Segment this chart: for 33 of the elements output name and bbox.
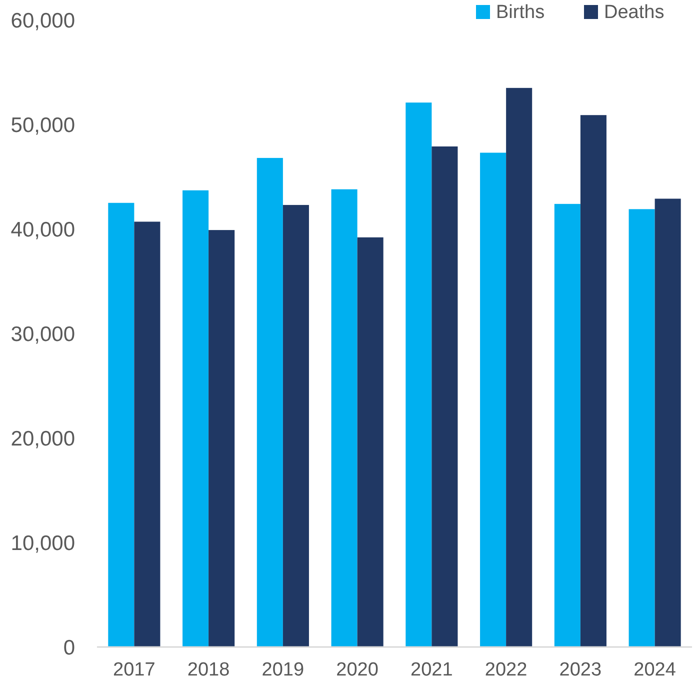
y-tick-label: 20,000 [10,427,75,450]
x-tick-label: 2020 [336,660,378,681]
y-tick-label: 50,000 [10,114,75,137]
bar [432,146,458,647]
bar [357,237,384,647]
y-tick-label: 10,000 [10,532,75,555]
y-tick-label: 40,000 [10,218,75,242]
bar [108,202,134,647]
bar [282,204,309,647]
bar [654,198,681,647]
x-tick-label: 2022 [484,660,528,681]
bar [554,204,580,647]
legend-label: Deaths [604,2,664,23]
x-tick-label: 2021 [410,660,453,681]
bar [506,88,532,647]
y-tick-label: 30,000 [10,322,75,346]
bar [480,152,506,647]
bar [628,209,655,647]
x-tick-label: 2018 [187,660,230,681]
bar [406,102,432,647]
bar [331,189,358,647]
y-tick-label: 0 [63,636,75,660]
x-tick-label: 2024 [634,660,676,681]
bar [134,222,160,647]
x-tick-label: 2019 [262,660,304,681]
x-tick-label: 2017 [113,660,156,681]
bar [208,230,235,647]
x-tick-label: 2023 [559,660,602,681]
bar [580,115,606,647]
bar [256,158,283,647]
y-tick-label: 60,000 [10,9,75,32]
bar [182,190,209,647]
legend-label: Births [496,2,545,23]
